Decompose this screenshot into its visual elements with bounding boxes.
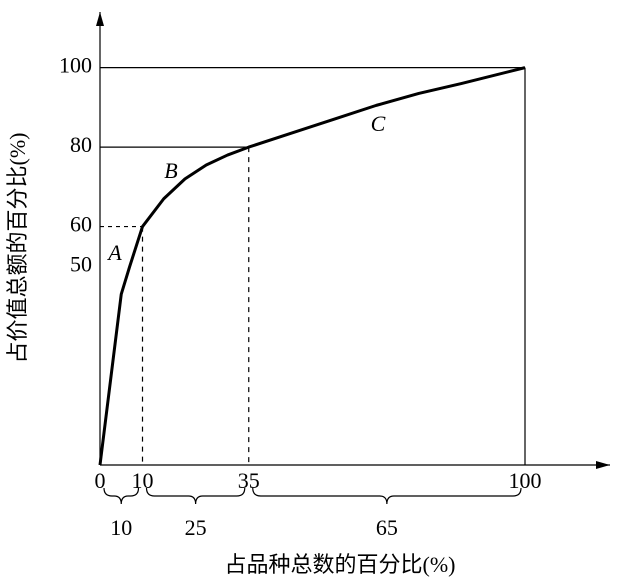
zone-label: C [371,111,386,136]
zone-label: A [106,240,122,265]
y-tick-label: 80 [70,132,92,157]
y-arrow [96,12,104,26]
segment-label: 65 [376,515,398,540]
y-tick-label: 100 [59,53,92,78]
x-tick-label: 10 [132,468,154,493]
brace [103,487,140,505]
x-tick-label: 0 [95,468,106,493]
brace [145,487,246,505]
x-tick-label: 100 [509,468,542,493]
x-tick-label: 35 [238,468,260,493]
y-tick-label: 60 [70,212,92,237]
brace [252,487,522,505]
segment-label: 10 [110,515,132,540]
zone-label: B [164,158,177,183]
y-tick-label: 50 [70,251,92,276]
curve [98,66,526,466]
segment-label: 25 [185,515,207,540]
y-axis-title: 占价值总额的百分比(%) [5,133,30,364]
x-axis-title: 占品种总数的百分比(%) [225,552,456,577]
x-arrow [596,461,610,469]
